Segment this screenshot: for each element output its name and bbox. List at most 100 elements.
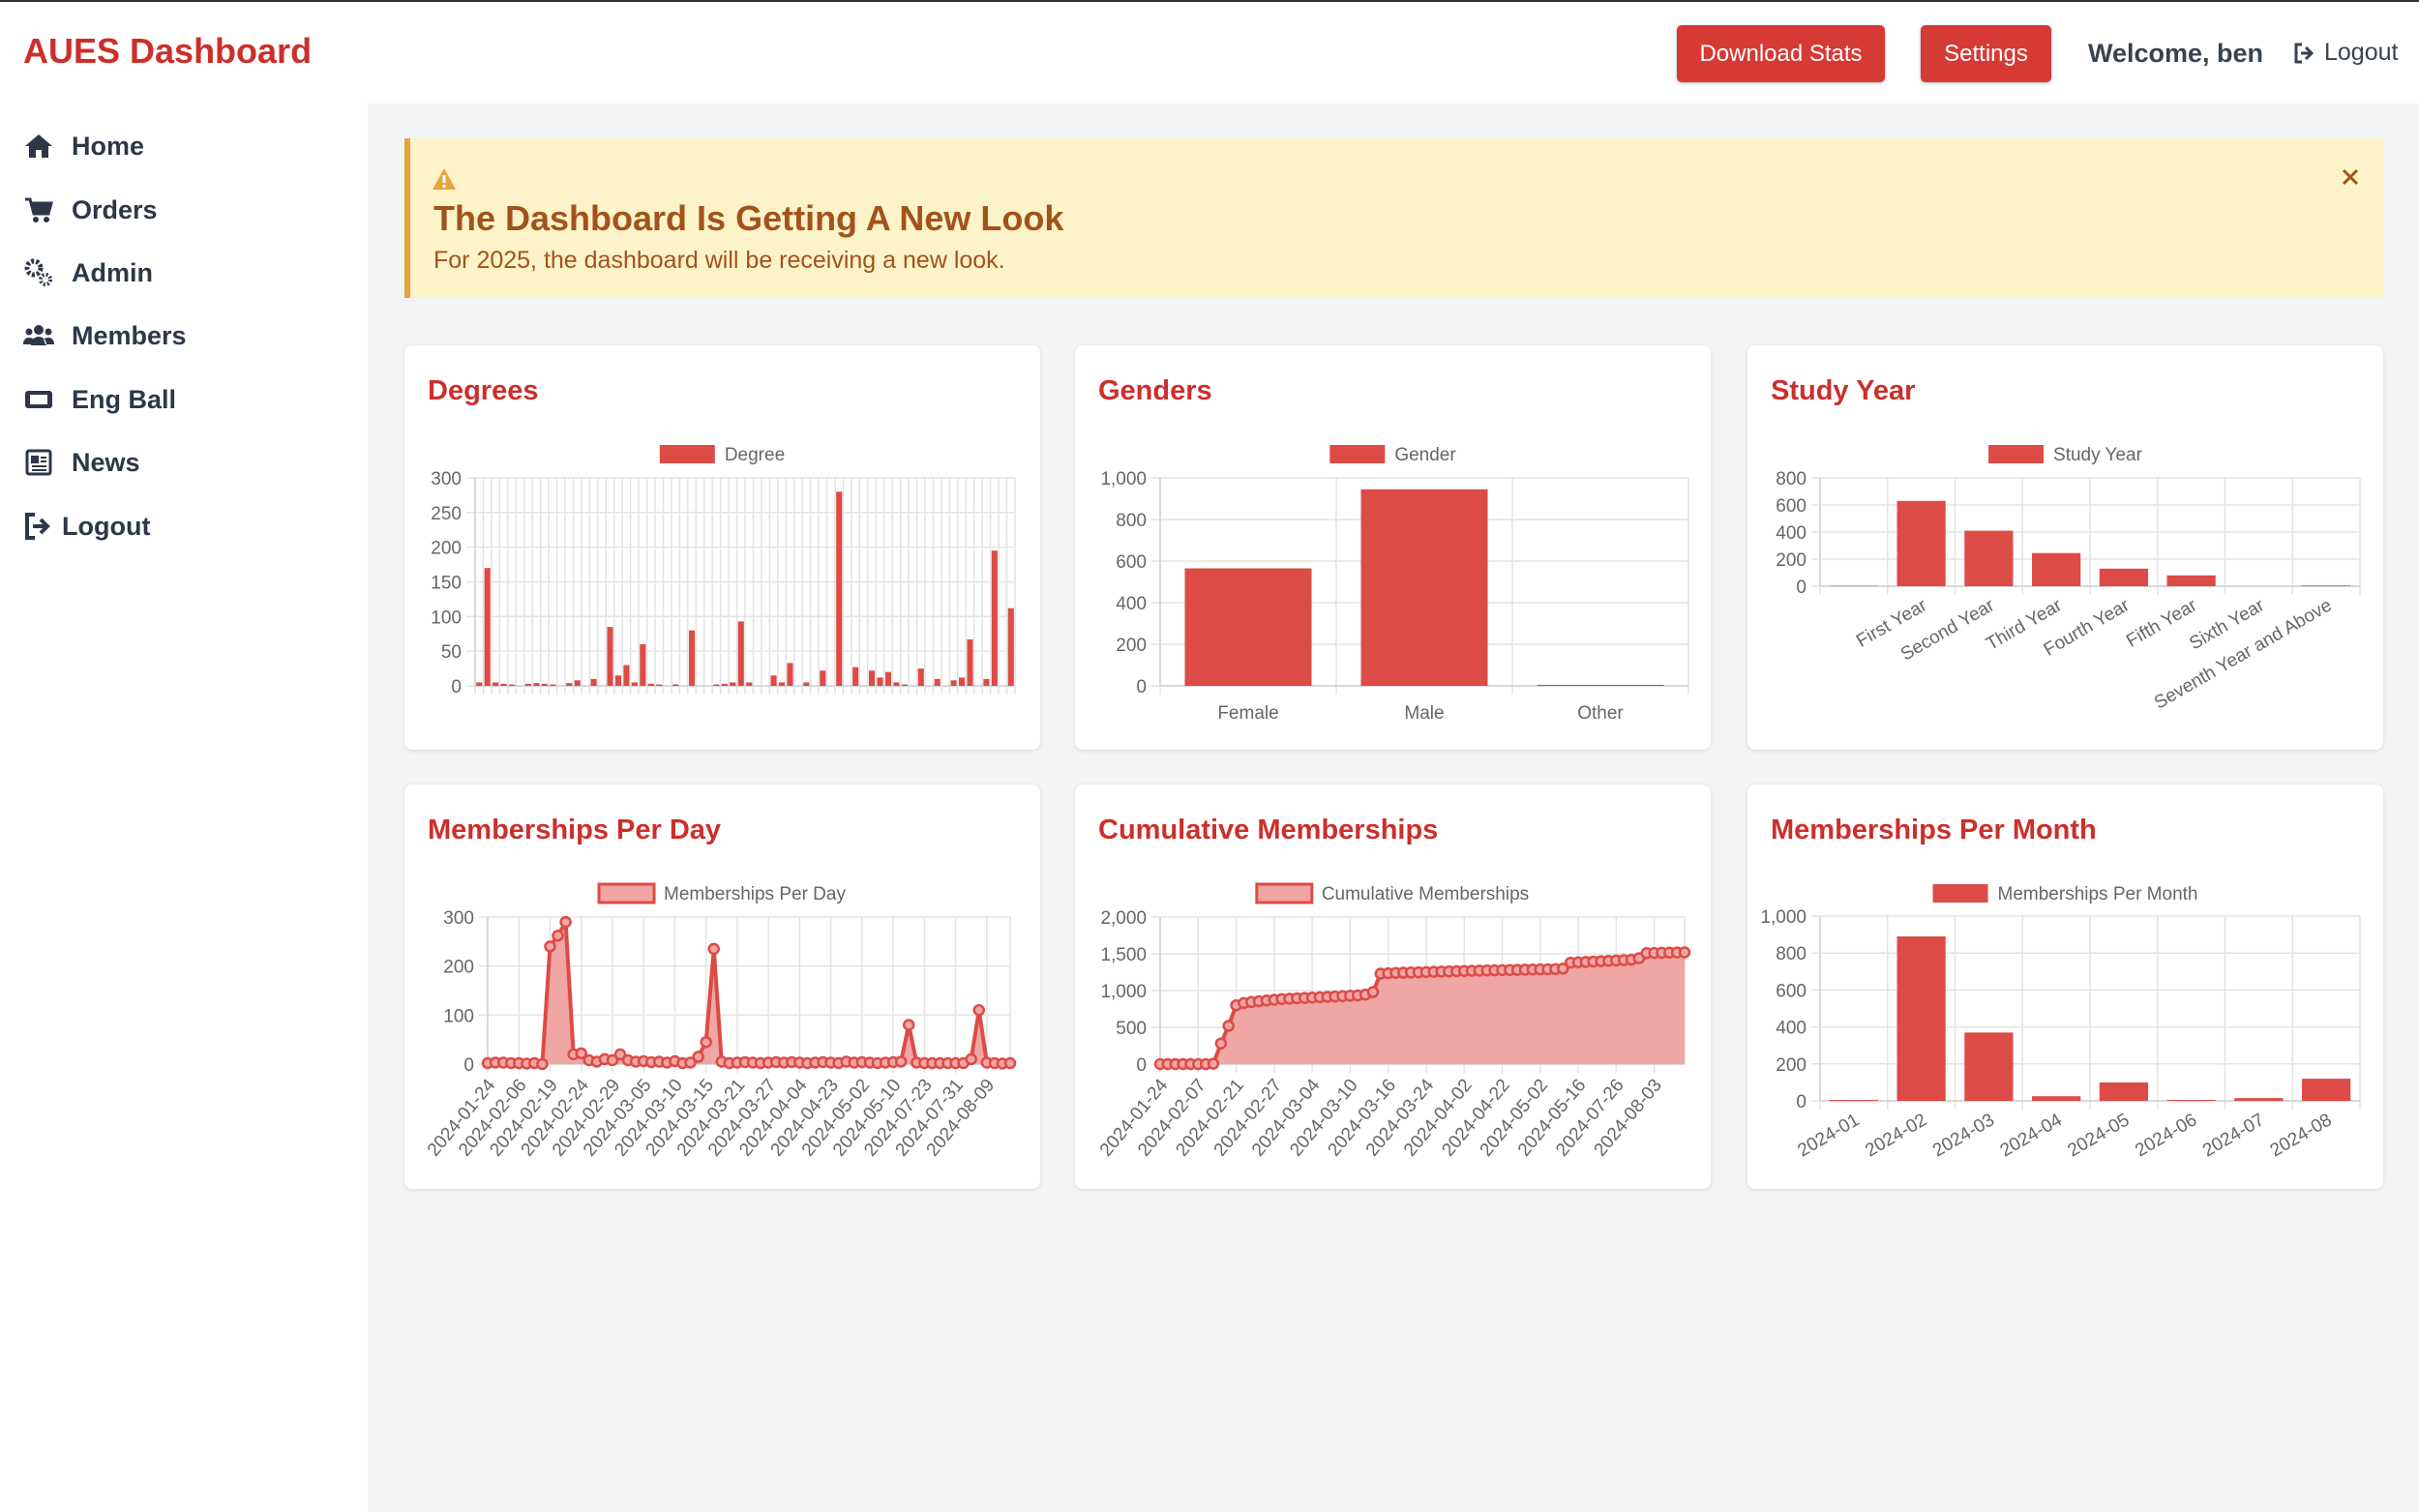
bar [713,684,720,686]
y-tick-label: 100 [431,608,462,628]
point [1003,1056,1017,1070]
warning-icon [433,168,456,190]
y-tick-label: 50 [441,642,462,663]
logout-link[interactable]: Logout [2293,39,2398,67]
y-tick-label: 0 [1796,578,1807,598]
nav-admin[interactable]: Admin [23,253,153,292]
bar [566,683,573,686]
bar [533,683,540,686]
bar [967,638,973,686]
nav-eng-ball[interactable]: Eng Ball [23,380,176,419]
y-tick-label: 600 [1776,496,1807,517]
x-tick-label: 2024-01 [1794,1110,1863,1161]
nav-home[interactable]: Home [23,127,144,165]
download-button[interactable]: Download Stats [1677,25,1885,82]
y-tick-label: 2,000 [1100,908,1147,929]
bar [484,568,491,686]
y-tick-label: 400 [1776,523,1807,544]
settings-button[interactable]: Settings [1921,25,2051,82]
chart-card: Cumulative Memberships Cumulative Members… [1075,785,1711,1189]
bar [959,677,966,686]
bar [1896,936,1946,1101]
bar [1184,568,1312,686]
y-tick-label: 0 [463,1055,474,1076]
point [536,1057,549,1071]
point [700,1035,712,1049]
nav-logout[interactable]: Logout [23,507,150,546]
bar [901,684,908,686]
icon [23,325,54,345]
bar [656,684,663,686]
bar [737,621,744,686]
alert-title: The Dashboard Is Getting A New Look [433,198,1064,238]
bar [917,668,924,686]
nav-label[interactable]: Logout [62,511,151,541]
nav-label[interactable]: News [72,447,140,477]
y-tick-label: 500 [1116,1019,1147,1039]
nav-label[interactable]: Home [72,131,145,161]
legend-label: Cumulative Memberships [1322,884,1529,904]
x-tick-label: Male [1404,703,1444,724]
point [544,940,556,953]
nav-orders[interactable]: Orders [23,191,158,229]
chart-title: Memberships Per Month [1771,815,2097,845]
welcome: Welcome, ben [2088,39,2264,68]
nav-label[interactable]: Admin [72,257,153,287]
bar [541,683,548,686]
point [1678,946,1691,959]
brand[interactable]: AUES Dashboard [23,31,313,71]
close-button[interactable] [2341,167,2360,187]
point [1207,1057,1220,1070]
y-tick-label: 0 [451,677,462,697]
point [606,1053,619,1067]
bar [877,677,883,686]
y-tick-label: 400 [1776,1019,1807,1039]
nav-label[interactable]: Orders [72,194,158,224]
y-tick-label: 0 [1136,1055,1147,1076]
alert-text: For 2025, the dashboard will be receivin… [433,247,1005,274]
point [1222,1020,1235,1032]
y-tick-label: 0 [1796,1092,1807,1112]
x-tick-label: 2024-06 [2132,1110,2200,1161]
bar [2166,575,2216,586]
y-tick-label: 300 [431,469,462,489]
y-tick-label: 800 [1776,944,1807,964]
bar [476,682,483,686]
x-tick-label: 2024-07 [2199,1110,2268,1161]
chart-title: Degrees [428,375,538,406]
y-tick-label: 200 [1776,550,1807,571]
bar [1007,608,1014,686]
point [613,1048,627,1061]
nav-label[interactable]: Members [72,320,187,350]
bar [631,682,638,686]
x-tick-label: Other [1577,703,1624,724]
legend-swatch [1932,884,1988,903]
y-tick-label: 800 [1116,511,1147,531]
chart-card: Genders Gender 0 200 400 600 800 1,000 Female Mal… [1075,345,1711,750]
top-bar: AUES Dashboard Download Stats Settings W… [0,0,2419,104]
icon [25,449,52,476]
area [1160,952,1685,1064]
x-tick-label: 2024-05 [2064,1110,2133,1161]
bar [2032,552,2081,586]
chart-title: Genders [1098,375,1212,406]
chart-card: Study Year Study Year 0 200 400 600 800 First Y… [1747,345,2383,750]
x-tick-label: Female [1217,703,1278,724]
legend-label: Study Year [2053,445,2143,465]
x-tick-label: 2024-04 [1997,1110,2066,1161]
bar [1829,1100,1878,1101]
chart: Genders Gender 0 200 400 600 800 1,000 Female Mal… [1098,375,1689,724]
x-tick-label: 2024-02 [1862,1110,1930,1161]
point [894,1055,908,1068]
bar [2099,1082,2148,1101]
logout-text[interactable]: Logout [2324,39,2399,66]
point [1557,962,1569,975]
bar [779,682,786,686]
nav-news[interactable]: News [23,443,140,482]
point [1366,986,1380,998]
bar [2302,1079,2351,1101]
bar [983,678,990,686]
nav-label[interactable]: Eng Ball [72,384,177,414]
nav-members[interactable]: Members [23,316,187,355]
